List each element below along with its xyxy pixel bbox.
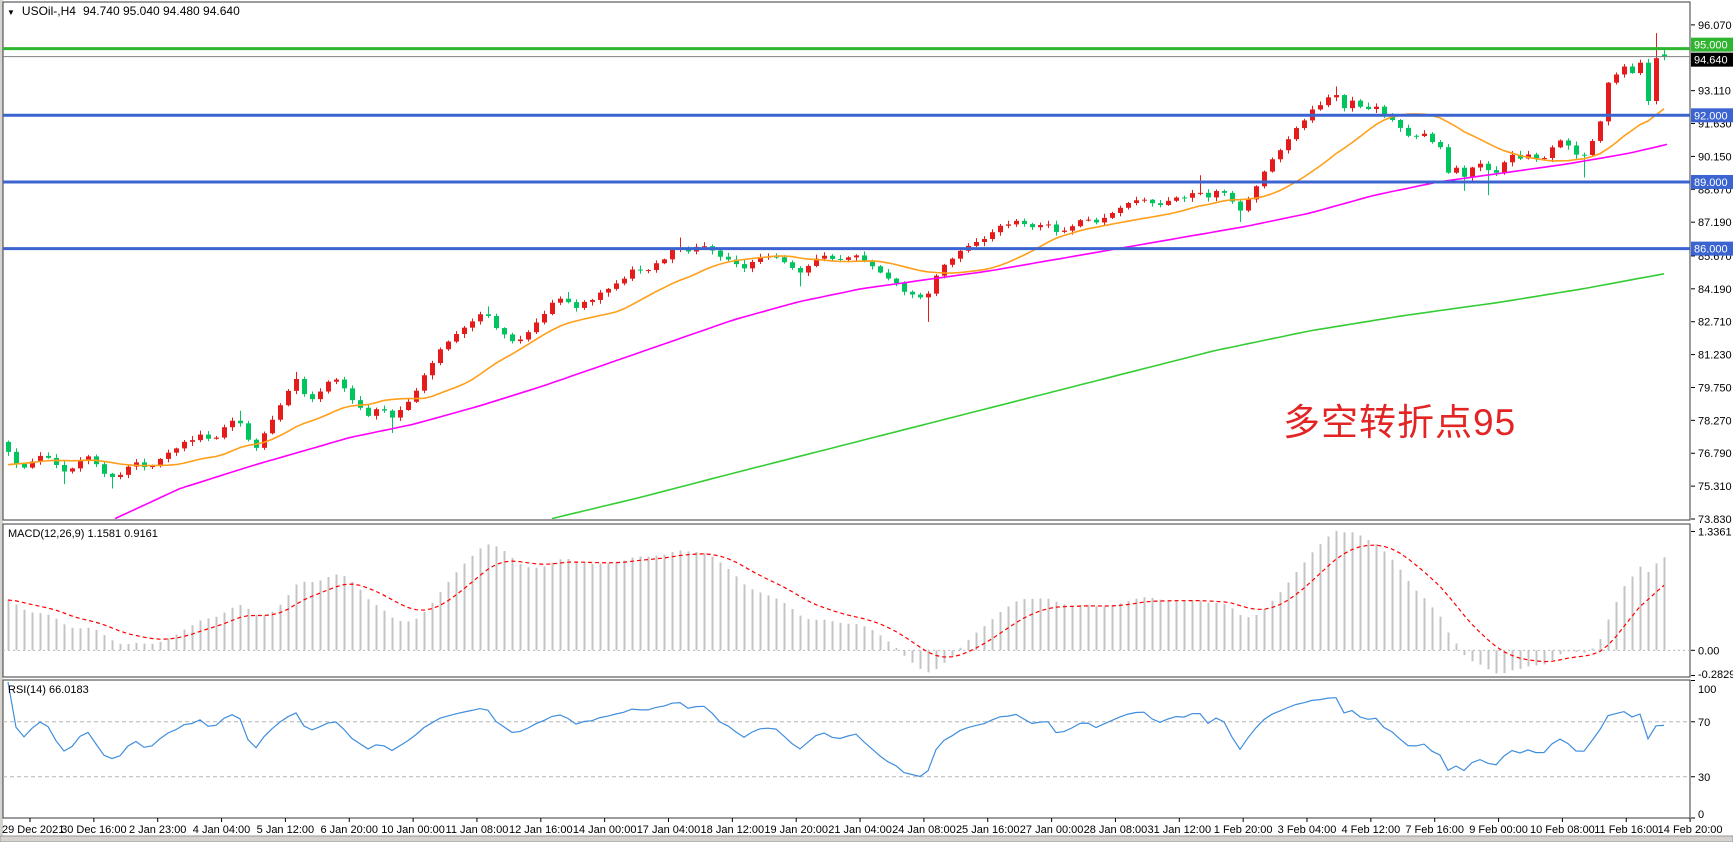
price-tick-label: 79.750: [1698, 382, 1732, 394]
time-tick-label: 3 Feb 04:00: [1278, 824, 1337, 836]
main-chart-pane[interactable]: [2, 1, 1691, 521]
rsi-tick-label: 70: [1698, 717, 1710, 729]
collapse-arrow-icon[interactable]: ▼: [7, 7, 15, 17]
price-tick-label: 84.190: [1698, 284, 1732, 296]
ma-fast-line: [7, 108, 1665, 467]
ohlc-values: 94.740 95.040 94.480 94.640: [82, 4, 240, 18]
price-tick-label: 96.070: [1698, 20, 1732, 32]
time-tick-label: 18 Jan 12:00: [701, 824, 765, 836]
time-tick-label: 10 Feb 08:00: [1530, 824, 1595, 836]
price-badge-92.000: [1691, 108, 1733, 123]
left-edge: [0, 0, 3, 842]
time-tick-label: 25 Jan 16:00: [956, 824, 1020, 836]
time-tick-label: 11 Feb 16:00: [1594, 824, 1658, 836]
time-tick-label: 1 Feb 20:00: [1214, 824, 1273, 836]
price-badge-95.000-text: 95.000: [1694, 40, 1728, 52]
time-tick-label: 4 Jan 04:00: [193, 824, 251, 836]
ma-mid-line: [114, 143, 1668, 519]
price-tick-label: 91.630: [1698, 119, 1732, 131]
macd-indicator-label: MACD(12,26,9) 1.1581 0.9161: [8, 528, 158, 540]
macd-tick-label: 0.00: [1698, 645, 1719, 657]
time-tick-label: 31 Jan 12:00: [1147, 824, 1211, 836]
price-tick-label: 93.110: [1698, 86, 1731, 98]
chart-title: ▼ USOil-,H4 94.740 95.040 94.480 94.640: [7, 4, 240, 18]
price-tick-label: 81.230: [1698, 350, 1732, 362]
time-tick-label: 2 Jan 23:00: [129, 824, 187, 836]
rsi-pane[interactable]: [2, 679, 1691, 819]
time-tick-label: 5 Jan 12:00: [257, 824, 315, 836]
price-badge-86.000-text: 86.000: [1694, 244, 1728, 256]
price-tick-label: 78.270: [1698, 415, 1732, 427]
price-tick-label: 87.190: [1698, 217, 1732, 229]
current-price-badge-text: 94.640: [1694, 55, 1728, 67]
bottom-scroll-strip: [0, 835, 1733, 842]
price-badge-89.000: [1691, 174, 1733, 189]
time-tick-label: 17 Jan 04:00: [637, 824, 701, 836]
time-tick-label: 9 Feb 00:00: [1469, 824, 1528, 836]
time-tick-label: 4 Feb 12:00: [1341, 824, 1400, 836]
time-tick-label: 14 Feb 20:00: [1658, 824, 1723, 836]
rsi-tick-label: 100: [1698, 684, 1716, 696]
price-badge-86.000: [1691, 241, 1733, 256]
rsi-indicator-label: RSI(14) 66.0183: [8, 684, 89, 696]
price-tick-label: 82.710: [1698, 317, 1732, 329]
time-tick-label: 6 Jan 20:00: [321, 824, 379, 836]
price-badge-95.000: [1691, 37, 1733, 52]
time-tick-label: 21 Jan 04:00: [828, 824, 892, 836]
ma-slow-line: [551, 273, 1665, 519]
macd-signal-line: [7, 544, 1665, 663]
macd-pane[interactable]: [2, 523, 1691, 678]
price-tick-label: 76.790: [1698, 448, 1732, 460]
ma-layer: [7, 108, 1668, 519]
price-badge-92.000-text: 92.000: [1694, 110, 1728, 122]
macd-histogram: [7, 531, 1666, 674]
chart-annotation-text: 多空转折点95: [1283, 402, 1517, 443]
macd-tick-label: 1.3361: [1698, 526, 1732, 538]
time-tick-label: 10 Jan 00:00: [381, 824, 445, 836]
time-tick-label: 24 Jan 08:00: [892, 824, 956, 836]
rsi-tick-label: 0: [1698, 809, 1704, 821]
rsi-tick-label: 30: [1698, 772, 1710, 784]
time-tick-label: 30 Dec 16:00: [61, 824, 126, 836]
price-badge-89.000-text: 89.000: [1694, 177, 1728, 189]
current-price-badge: [1691, 52, 1733, 67]
time-tick-label: 19 Jan 20:00: [764, 824, 828, 836]
rsi-line: [7, 681, 1665, 778]
time-tick-label: 27 Jan 00:00: [1020, 824, 1084, 836]
time-tick-label: 14 Jan 00:00: [573, 824, 637, 836]
time-tick-label: 12 Jan 16:00: [509, 824, 573, 836]
time-tick-label: 11 Jan 08:00: [446, 824, 509, 836]
symbol-period-label: USOil-,H4: [21, 4, 76, 18]
macd-tick-label: -0.2829: [1698, 669, 1733, 681]
time-tick-label: 28 Jan 08:00: [1084, 824, 1148, 836]
price-tick-label: 75.310: [1698, 481, 1732, 493]
time-tick-label: 29 Dec 2021: [2, 824, 64, 836]
price-tick-label: 73.830: [1698, 514, 1732, 526]
time-tick-label: 7 Feb 16:00: [1405, 824, 1464, 836]
price-axis: 96.07093.11091.63090.15088.67087.19085.6…: [1691, 20, 1733, 821]
price-tick-label: 90.150: [1698, 151, 1732, 163]
